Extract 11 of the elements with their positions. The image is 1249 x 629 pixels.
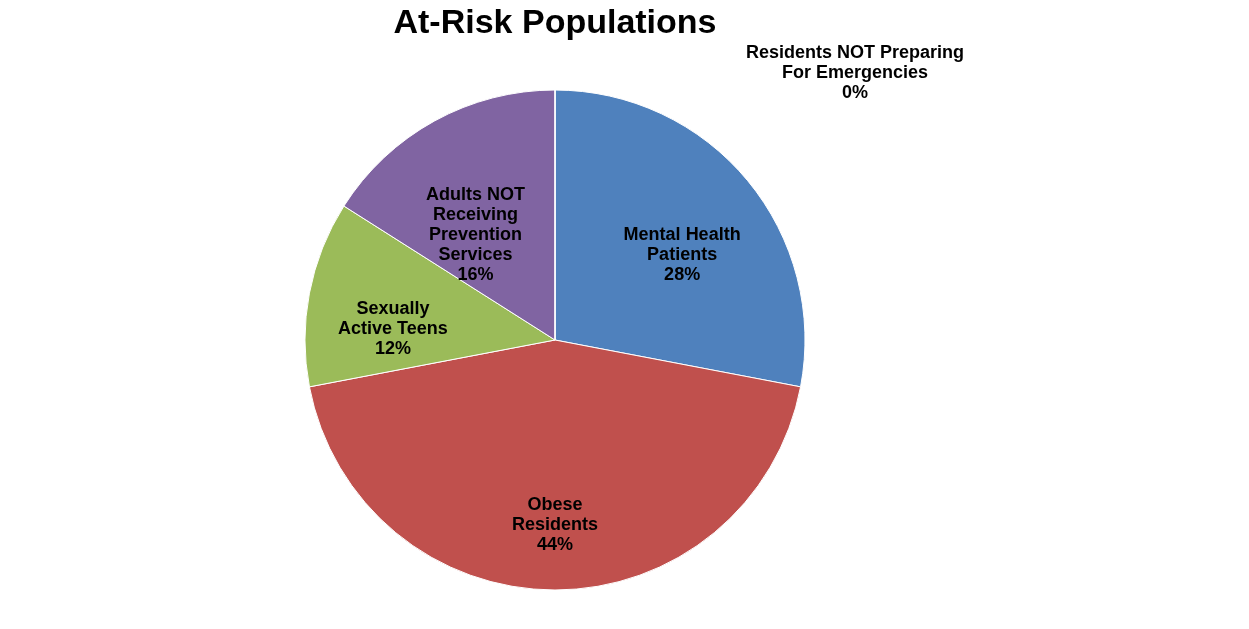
data-label: 16% [457,264,494,285]
category-label: Residents NOT Preparing For Emergencies [745,41,965,82]
slice-label: Adults NOT Receiving Prevention Services [426,184,526,265]
slice-label: Sexually Active Teens [338,298,448,339]
slice-label: Mental Health Patients [623,223,741,264]
slice-label: Obese Residents [511,494,599,534]
data-label: 44% [536,534,574,554]
data-label: 12% [374,338,411,359]
data-label: 28% [664,263,701,284]
chart-title: At-Risk Populations [393,1,717,40]
text: 0% [841,81,869,102]
